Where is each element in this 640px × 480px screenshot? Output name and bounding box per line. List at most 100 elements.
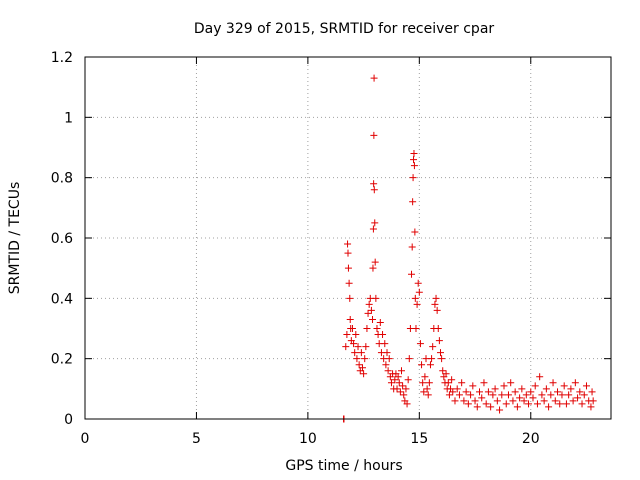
data-point	[476, 388, 483, 396]
data-point	[542, 385, 550, 393]
data-point	[416, 340, 424, 348]
data-point	[358, 364, 366, 372]
data-point	[560, 382, 568, 390]
data-point	[343, 331, 351, 339]
data-point	[480, 379, 488, 387]
data-points	[340, 74, 597, 423]
data-point	[381, 340, 389, 348]
data-point	[509, 397, 517, 405]
data-point	[445, 391, 453, 399]
data-point	[571, 379, 579, 387]
data-point	[413, 300, 421, 308]
data-point	[536, 373, 544, 381]
data-point	[529, 394, 537, 402]
data-point	[547, 391, 555, 399]
data-point	[578, 400, 586, 408]
y-tick-label: 1.2	[51, 50, 73, 66]
x-tick-label: 20	[522, 431, 540, 447]
data-point	[414, 279, 422, 287]
data-point	[344, 240, 352, 248]
data-point	[458, 379, 466, 387]
data-point	[462, 388, 470, 396]
data-point	[404, 376, 412, 384]
data-point	[393, 385, 401, 393]
data-point	[408, 243, 416, 251]
data-point	[498, 391, 506, 399]
data-point	[364, 309, 372, 317]
x-axis-label: GPS time / hours	[285, 458, 402, 474]
data-point	[562, 400, 570, 408]
data-point	[355, 361, 363, 369]
data-point	[429, 343, 437, 351]
data-point	[369, 225, 377, 233]
data-point	[365, 300, 373, 308]
data-point	[531, 382, 539, 390]
data-point	[370, 131, 378, 139]
y-tick-label: 0.2	[51, 352, 73, 368]
data-point	[576, 388, 584, 396]
y-tick-label: 0	[64, 412, 73, 428]
data-point	[482, 400, 490, 408]
data-point	[527, 388, 535, 396]
data-point	[409, 198, 417, 206]
data-point	[511, 388, 519, 396]
data-point	[382, 361, 390, 369]
data-point	[500, 382, 508, 390]
data-point	[525, 400, 533, 408]
data-point	[471, 397, 479, 405]
data-point	[410, 156, 418, 164]
data-point	[357, 349, 365, 357]
data-point	[449, 388, 457, 396]
data-point	[344, 249, 352, 257]
data-point	[491, 385, 499, 393]
data-point	[369, 315, 377, 323]
data-point	[493, 397, 501, 405]
data-point	[397, 367, 405, 375]
data-point	[460, 397, 468, 405]
data-point	[353, 355, 361, 363]
data-point	[354, 343, 362, 351]
data-point	[444, 379, 452, 387]
data-point	[394, 373, 402, 381]
data-point	[549, 379, 557, 387]
data-point	[391, 376, 399, 384]
data-point	[589, 397, 597, 405]
data-point	[361, 355, 369, 363]
data-point	[411, 228, 419, 236]
data-point	[551, 397, 559, 405]
data-point	[455, 391, 463, 399]
data-point	[369, 264, 377, 272]
data-point	[420, 388, 428, 396]
data-point	[418, 361, 426, 369]
data-point	[554, 388, 562, 396]
data-point	[469, 382, 477, 390]
data-point	[362, 343, 370, 351]
x-tick-label: 10	[299, 431, 317, 447]
x-tick-label: 5	[192, 431, 201, 447]
data-point	[425, 379, 433, 387]
data-point	[409, 174, 417, 182]
data-point	[387, 379, 395, 387]
data-point	[438, 355, 446, 363]
data-point	[411, 294, 419, 302]
data-point	[580, 391, 588, 399]
data-point	[565, 391, 573, 399]
y-axis-label: SRMTID / TECUs	[7, 182, 23, 295]
data-point	[569, 397, 577, 405]
data-point	[442, 370, 450, 378]
data-point	[473, 403, 481, 411]
data-point	[372, 294, 380, 302]
data-point	[540, 397, 548, 405]
data-point	[518, 385, 526, 393]
data-point	[424, 391, 432, 399]
data-point	[419, 379, 427, 387]
axis-ticks: 0 0.2 0.4 0.6 0.8 1 1.2 0 5 10 15 20	[51, 50, 611, 447]
y-tick-label: 0.6	[51, 231, 73, 247]
data-point	[410, 150, 418, 158]
data-point	[410, 162, 418, 170]
data-point	[423, 385, 431, 393]
data-point	[467, 391, 475, 399]
data-point	[464, 400, 472, 408]
